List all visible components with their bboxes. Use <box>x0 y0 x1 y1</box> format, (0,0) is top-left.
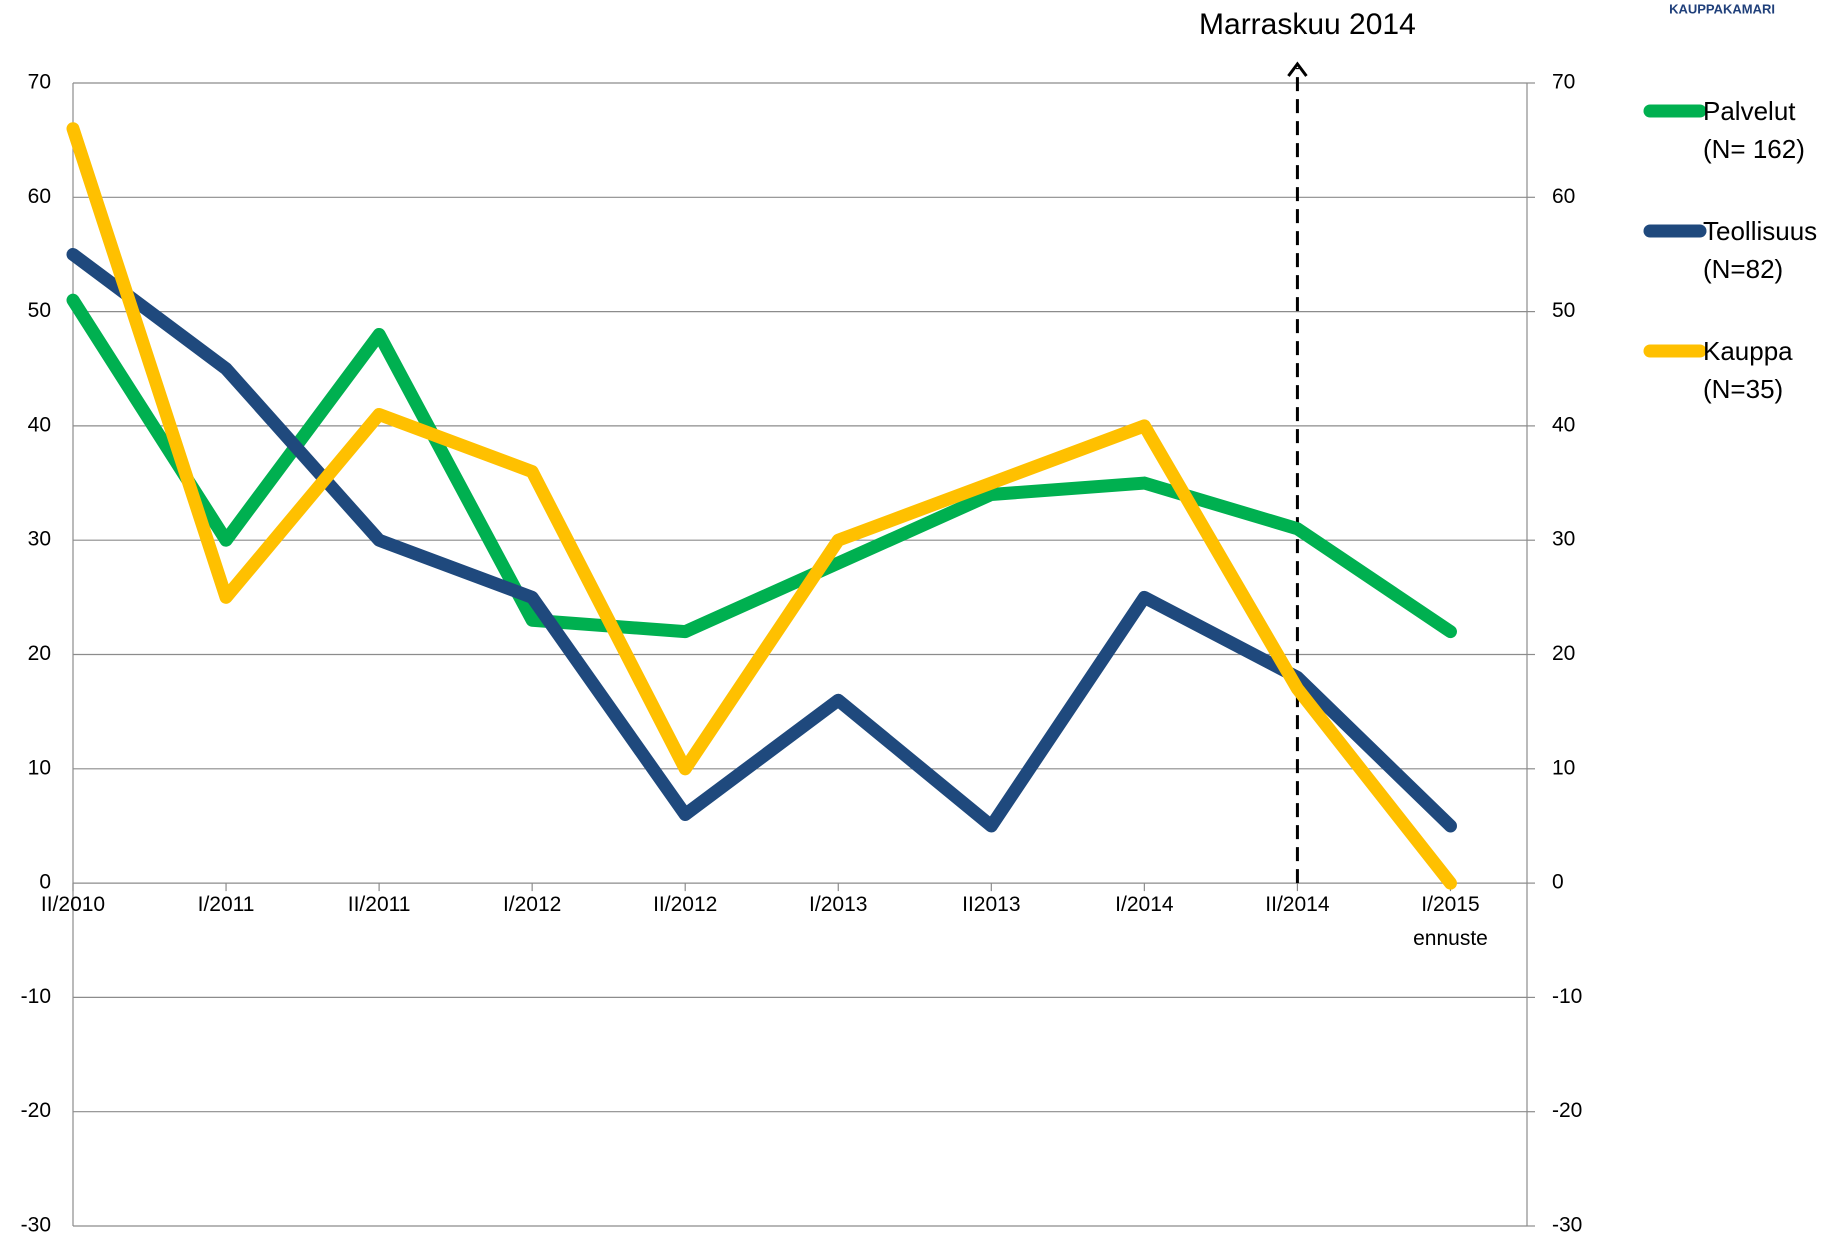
y-tick-label: 10 <box>28 756 51 779</box>
y-tick-label: 40 <box>28 413 51 436</box>
y-tick-label: 60 <box>28 185 51 208</box>
x-tick-label: II/2014 <box>1265 893 1330 917</box>
y2-tick-label: -10 <box>1552 985 1582 1008</box>
x-tick-label: II/2011 <box>347 893 411 917</box>
x-tick-label: II/2012 <box>653 893 718 917</box>
logo: KAUPPAKAMARI <box>1669 1 1775 16</box>
x-tick-label: II/2010 <box>40 893 106 917</box>
x-tick-label: I/2015 ennuste <box>1413 893 1488 951</box>
legend-label: Teollisuus (N=82) <box>1703 216 1818 284</box>
legend-label: Kauppa (N=35) <box>1703 336 1793 404</box>
y2-tick-label: 0 <box>1552 871 1564 894</box>
y2-tick-label: 60 <box>1552 185 1575 208</box>
y-tick-label: -20 <box>21 1099 51 1122</box>
x-tick-label: I/2012 <box>502 893 562 917</box>
y2-tick-label: 70 <box>1552 71 1575 94</box>
annotation: Marraskuu 2014 <box>1199 8 1416 41</box>
y2-tick-label: -20 <box>1552 1099 1582 1122</box>
y2-tick-label: 40 <box>1552 413 1575 436</box>
legend-label: Palvelut (N= 162) <box>1703 96 1805 164</box>
x-tick-label: I/2013 <box>809 893 868 917</box>
y-tick-label: 0 <box>39 871 51 894</box>
series-line <box>66 247 1457 833</box>
x-tick-label: II2013 <box>962 893 1021 917</box>
annotation-arrow <box>1287 61 1308 77</box>
series-line <box>66 122 1457 890</box>
y-tick-label: 20 <box>28 642 51 665</box>
x-tick-label: I/2014 <box>1115 893 1174 917</box>
y2-tick-label: 50 <box>1552 299 1575 322</box>
y2-tick-label: 30 <box>1552 528 1575 551</box>
y-tick-label: -10 <box>21 985 51 1008</box>
y-tick-label: -30 <box>21 1214 51 1237</box>
x-tick-label: I/2011 <box>197 893 255 917</box>
y-tick-label: 50 <box>28 299 51 322</box>
y-tick-label: 70 <box>28 71 51 94</box>
y2-tick-label: -30 <box>1552 1214 1582 1237</box>
y2-tick-label: 20 <box>1552 642 1575 665</box>
series-line <box>66 293 1457 639</box>
y-tick-label: 30 <box>28 528 51 551</box>
y2-tick-label: 10 <box>1552 756 1575 779</box>
